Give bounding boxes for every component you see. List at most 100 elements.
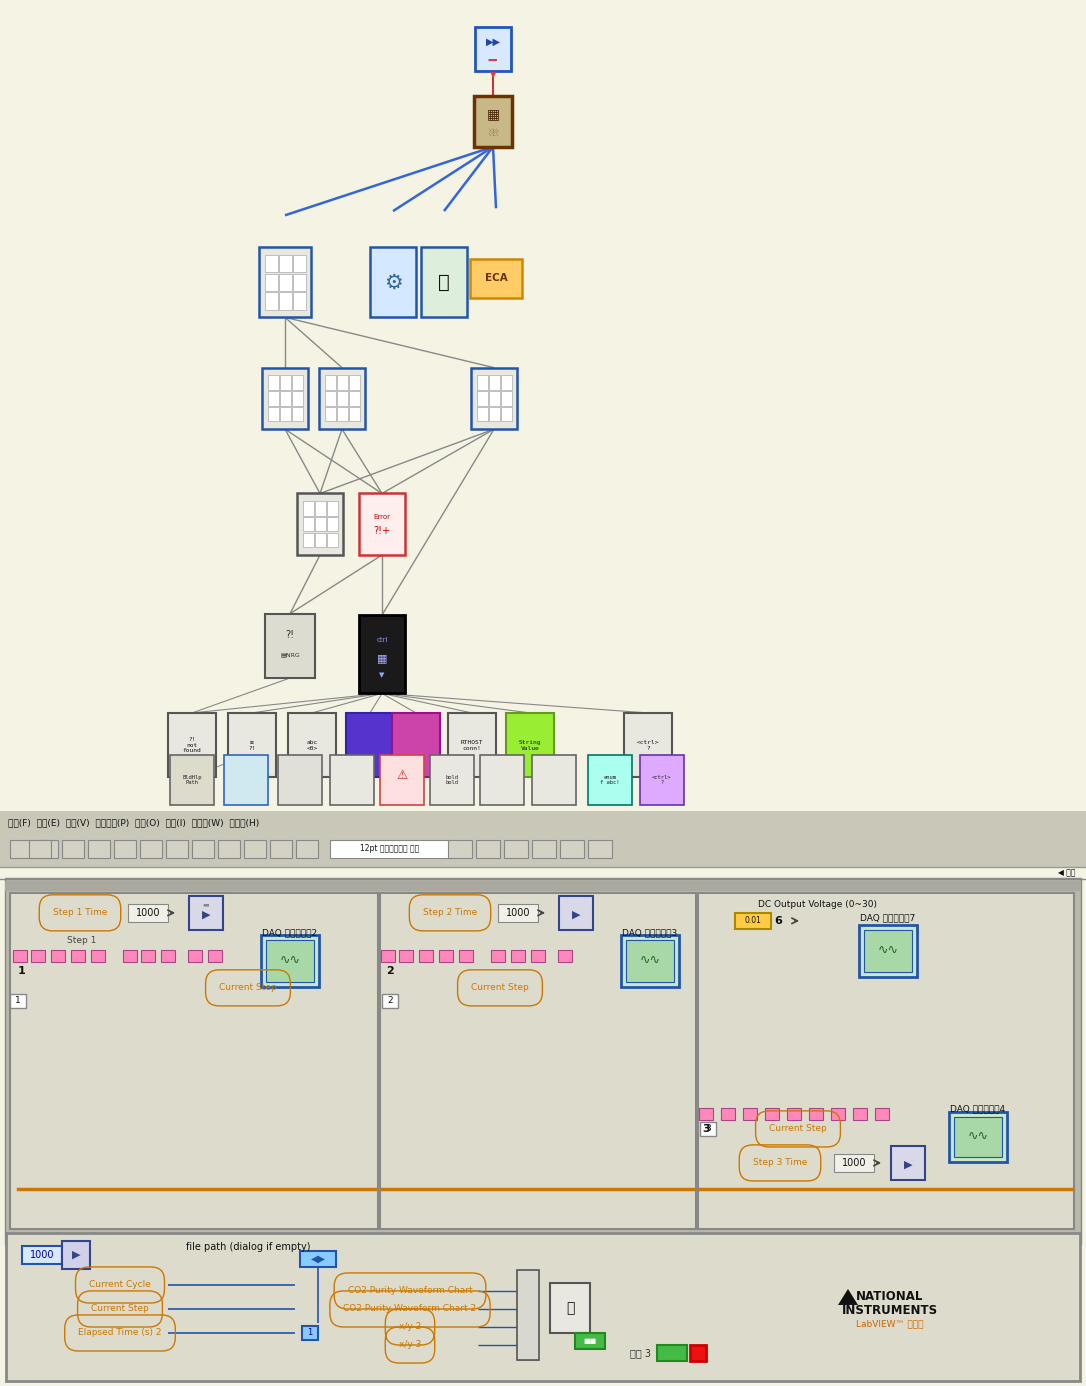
Text: 파일(F)  편집(E)  보기(V)  프로젝트(P)  수행(O)  도구(I)  윈도우(W)  도움말(H): 파일(F) 편집(E) 보기(V) 프로젝트(P) 수행(O) 도구(I) 윈도… xyxy=(8,818,260,827)
Text: DAQ 어시스턴트4: DAQ 어시스턴트4 xyxy=(950,1105,1006,1113)
FancyBboxPatch shape xyxy=(228,712,276,778)
FancyBboxPatch shape xyxy=(327,502,338,516)
FancyBboxPatch shape xyxy=(473,97,512,147)
FancyBboxPatch shape xyxy=(224,755,268,805)
Polygon shape xyxy=(838,1289,858,1306)
FancyBboxPatch shape xyxy=(161,949,175,962)
FancyBboxPatch shape xyxy=(954,1117,1002,1157)
Text: ∿∿: ∿∿ xyxy=(640,955,660,967)
FancyBboxPatch shape xyxy=(114,840,136,858)
FancyBboxPatch shape xyxy=(327,517,338,531)
FancyBboxPatch shape xyxy=(0,811,1086,866)
FancyBboxPatch shape xyxy=(359,493,405,554)
FancyBboxPatch shape xyxy=(626,940,674,981)
FancyBboxPatch shape xyxy=(346,712,394,778)
FancyBboxPatch shape xyxy=(512,949,525,962)
FancyBboxPatch shape xyxy=(258,248,311,317)
FancyBboxPatch shape xyxy=(699,1107,714,1120)
Text: CO2 Purity Waveform Chart: CO2 Purity Waveform Chart xyxy=(348,1286,472,1296)
FancyBboxPatch shape xyxy=(381,949,395,962)
FancyBboxPatch shape xyxy=(787,1107,801,1120)
Text: Step 3 Time: Step 3 Time xyxy=(753,1159,807,1167)
FancyBboxPatch shape xyxy=(399,949,413,962)
FancyBboxPatch shape xyxy=(291,391,303,406)
FancyBboxPatch shape xyxy=(315,532,326,547)
Text: INSTRUMENTS: INSTRUMENTS xyxy=(842,1304,938,1318)
Text: <ctrl>
?: <ctrl> ? xyxy=(653,775,672,786)
FancyBboxPatch shape xyxy=(531,949,545,962)
Text: Current Step: Current Step xyxy=(91,1304,149,1314)
FancyBboxPatch shape xyxy=(477,391,488,406)
FancyBboxPatch shape xyxy=(349,376,359,389)
Text: Current Step: Current Step xyxy=(471,984,529,992)
FancyBboxPatch shape xyxy=(370,248,416,317)
Text: 1: 1 xyxy=(18,966,26,976)
FancyBboxPatch shape xyxy=(392,712,440,778)
FancyBboxPatch shape xyxy=(475,26,512,71)
Text: ▦: ▦ xyxy=(487,108,500,122)
FancyBboxPatch shape xyxy=(292,292,305,309)
FancyBboxPatch shape xyxy=(10,994,26,1008)
FancyBboxPatch shape xyxy=(22,1246,62,1264)
FancyBboxPatch shape xyxy=(690,1344,706,1361)
FancyBboxPatch shape xyxy=(864,930,912,972)
FancyBboxPatch shape xyxy=(292,255,305,273)
FancyBboxPatch shape xyxy=(140,840,162,858)
Text: Step 1 Time: Step 1 Time xyxy=(53,908,108,918)
FancyBboxPatch shape xyxy=(470,259,522,298)
FancyBboxPatch shape xyxy=(337,376,348,389)
FancyBboxPatch shape xyxy=(477,407,488,421)
FancyBboxPatch shape xyxy=(302,1326,318,1340)
FancyBboxPatch shape xyxy=(91,949,105,962)
FancyBboxPatch shape xyxy=(166,840,188,858)
Text: ▬▬: ▬▬ xyxy=(488,58,498,62)
FancyBboxPatch shape xyxy=(62,840,84,858)
FancyBboxPatch shape xyxy=(29,840,51,858)
FancyBboxPatch shape xyxy=(319,367,365,430)
Text: NATIONAL: NATIONAL xyxy=(857,1290,924,1303)
FancyBboxPatch shape xyxy=(501,391,512,406)
FancyBboxPatch shape xyxy=(517,1270,539,1360)
FancyBboxPatch shape xyxy=(278,255,291,273)
FancyBboxPatch shape xyxy=(288,712,336,778)
Text: file path (dialog if empty): file path (dialog if empty) xyxy=(186,1242,311,1252)
Text: Step 1: Step 1 xyxy=(67,937,97,945)
FancyBboxPatch shape xyxy=(809,1107,823,1120)
FancyBboxPatch shape xyxy=(476,840,500,858)
FancyBboxPatch shape xyxy=(327,532,338,547)
Text: ∿∿: ∿∿ xyxy=(968,1131,988,1143)
FancyBboxPatch shape xyxy=(266,940,314,981)
FancyBboxPatch shape xyxy=(489,391,500,406)
FancyBboxPatch shape xyxy=(330,840,450,858)
Text: 2: 2 xyxy=(388,997,393,1005)
Text: RTHOST
conn!: RTHOST conn! xyxy=(460,740,483,750)
FancyBboxPatch shape xyxy=(949,1112,1007,1161)
FancyBboxPatch shape xyxy=(88,840,110,858)
FancyBboxPatch shape xyxy=(506,712,554,778)
FancyBboxPatch shape xyxy=(325,376,336,389)
Text: ■■: ■■ xyxy=(583,1337,596,1344)
FancyBboxPatch shape xyxy=(265,614,315,678)
FancyBboxPatch shape xyxy=(291,407,303,421)
Text: ▶: ▶ xyxy=(571,909,580,920)
Text: enum
f abc!: enum f abc! xyxy=(601,775,620,786)
Text: ▶: ▶ xyxy=(72,1250,80,1260)
FancyBboxPatch shape xyxy=(278,755,323,805)
Text: ▼: ▼ xyxy=(490,69,496,79)
FancyBboxPatch shape xyxy=(532,755,576,805)
FancyBboxPatch shape xyxy=(621,934,679,987)
FancyBboxPatch shape xyxy=(765,1107,779,1120)
Text: ▼: ▼ xyxy=(379,672,384,678)
FancyBboxPatch shape xyxy=(5,877,1081,1245)
FancyBboxPatch shape xyxy=(262,367,308,430)
FancyBboxPatch shape xyxy=(380,755,424,805)
FancyBboxPatch shape xyxy=(449,840,472,858)
Text: DAQ 어시스턴트7: DAQ 어시스턴트7 xyxy=(860,913,915,922)
Text: 12pt 머듸리케이션 폰트: 12pt 머듸리케이션 폰트 xyxy=(361,844,419,854)
FancyBboxPatch shape xyxy=(588,840,613,858)
Text: Error: Error xyxy=(374,514,391,520)
FancyBboxPatch shape xyxy=(303,502,314,516)
FancyBboxPatch shape xyxy=(501,376,512,389)
Text: DC Output Voltage (0~30): DC Output Voltage (0~30) xyxy=(758,901,877,909)
Text: ⚠: ⚠ xyxy=(396,769,407,782)
